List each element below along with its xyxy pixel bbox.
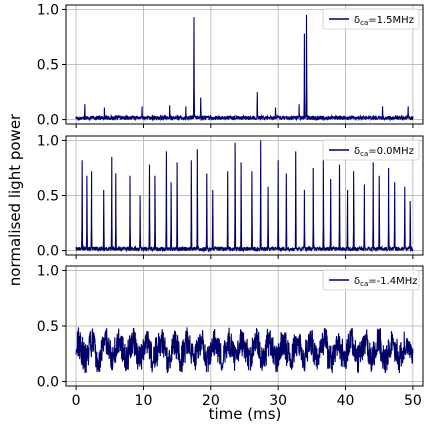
panel-3: 0.0 0.5 1.0 0 10 20 30 40 50 δca=-1.4MHz [37,263,424,409]
y-tick-label: 0.0 [37,375,59,391]
legend-label: δca=0.0MHz [354,146,414,158]
x-tick-label: 40 [337,393,355,409]
y-tick-label: 0.0 [37,244,59,260]
y-axis-label: normalised light power [6,113,24,286]
signal-line [75,327,414,374]
x-axis-label: time (ms) [209,405,282,423]
y-tick-label: 1.0 [37,133,59,149]
legend-label: δca=-1.4MHz [354,276,418,288]
x-tick-label: 0 [72,393,81,409]
y-tick-label: 1.0 [37,263,59,279]
legend-label: δca=1.5MHz [354,15,414,27]
signal-line [75,14,414,122]
legend: δca=1.5MHz [322,8,420,30]
signal-line [75,140,414,253]
y-tick-label: 0.0 [37,113,59,129]
panel-1: 0.0 0.5 1.0 δca=1.5MHz [37,2,424,129]
legend-box [322,8,420,30]
y-tick-label: 1.0 [37,2,59,18]
legend-box [322,269,420,291]
y-tick-label: 0.5 [37,319,59,335]
x-tick-label: 30 [269,393,287,409]
legend-box [322,139,420,161]
y-tick-label: 0.5 [37,58,59,74]
legend: δca=0.0MHz [322,139,420,161]
legend: δca=-1.4MHz [322,269,420,291]
x-tick-label: 10 [135,393,153,409]
x-tick-label: 50 [404,393,422,409]
x-tick-label: 20 [202,393,220,409]
panel-2: 0.0 0.5 1.0 δca=0.0MHz [37,133,424,260]
y-tick-label: 0.5 [37,189,59,205]
